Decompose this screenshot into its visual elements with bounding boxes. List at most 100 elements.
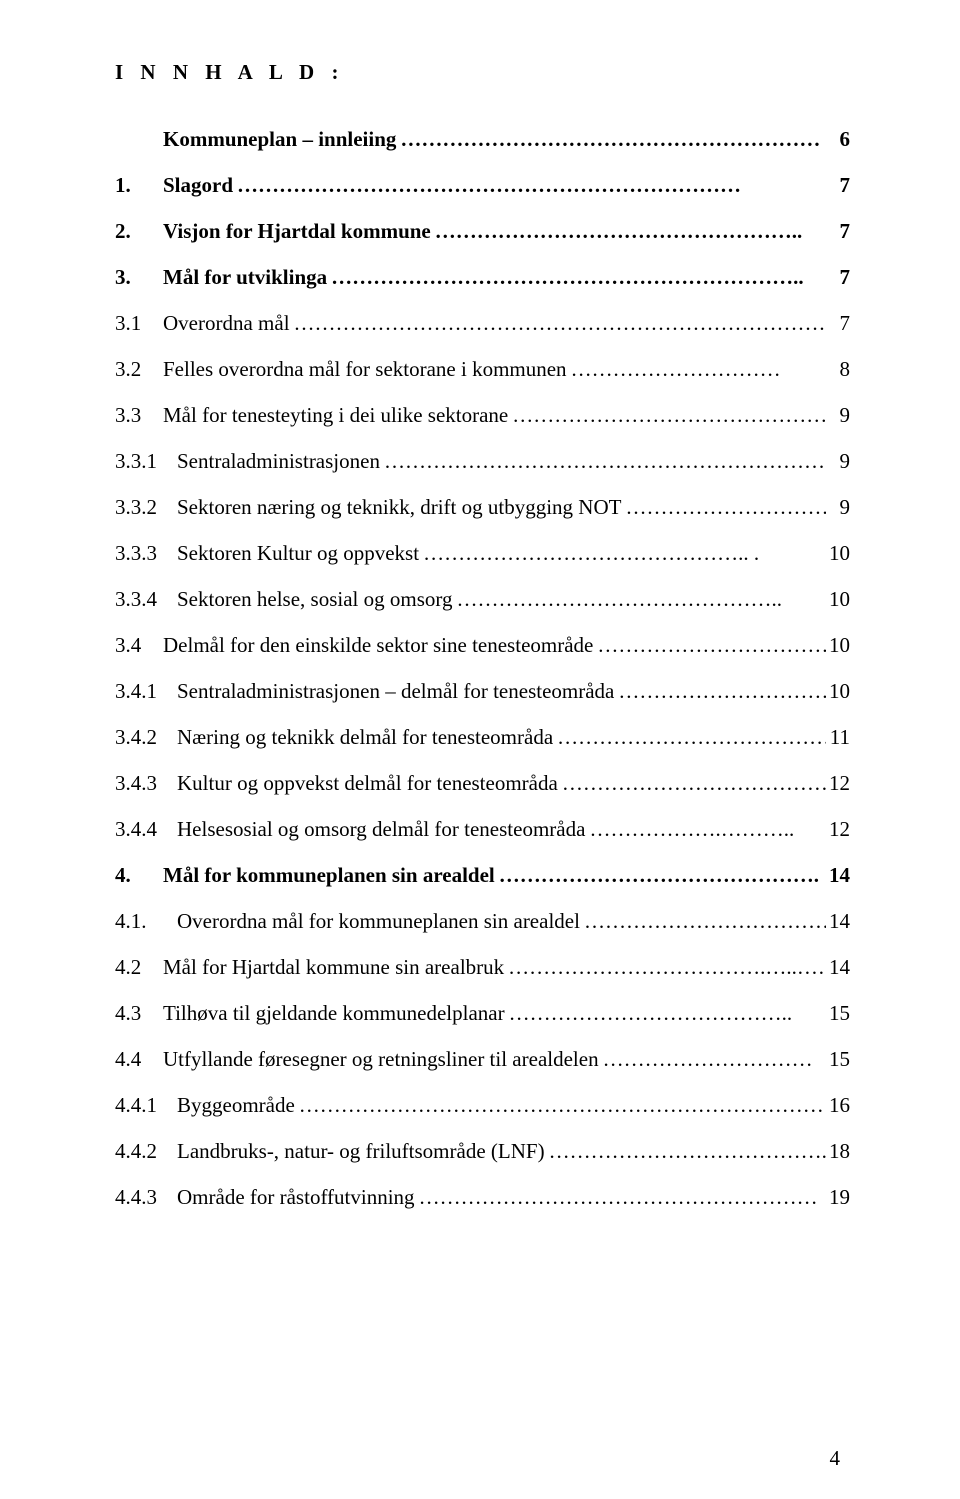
- toc-number: 4.4: [115, 1047, 163, 1072]
- toc-label: Sektoren næring og teknikk, drift og utb…: [177, 495, 621, 520]
- toc-label: Felles overordna mål for sektorane i kom…: [163, 357, 567, 382]
- toc-line: 4.4Utfyllande føresegner og retningsline…: [115, 1047, 850, 1072]
- toc-container: Kommuneplan – innleiing………………………………………………: [115, 127, 850, 1210]
- toc-label: Sentraladministrasjonen – delmål for ten…: [177, 679, 614, 704]
- toc-page: 14: [826, 863, 850, 888]
- toc-dots: …………………………………….: [558, 771, 826, 796]
- toc-number: 4.2: [115, 955, 163, 980]
- toc-line: 3.3.1Sentraladministrasjonen…………………………………: [115, 449, 850, 474]
- toc-number: 1.: [115, 173, 163, 198]
- toc-label: Helsesosial og omsorg delmål for teneste…: [177, 817, 585, 842]
- toc-number: 4.3: [115, 1001, 163, 1026]
- toc-line: 4.2Mål for Hjartdal kommune sin arealbru…: [115, 955, 850, 980]
- toc-number: 3.3.4: [115, 587, 177, 612]
- toc-number: 4.4.2: [115, 1139, 177, 1164]
- toc-line: 1.Slagord………………………………………………………………7: [115, 173, 850, 198]
- toc-dots: …………………………………………………………..: [327, 265, 826, 290]
- toc-label: Kultur og oppvekst delmål for tenesteomr…: [177, 771, 558, 796]
- toc-number: 3.3: [115, 403, 163, 428]
- page-number: 4: [830, 1446, 841, 1471]
- page-header: I N N H A L D :: [115, 60, 850, 85]
- toc-page: 7: [826, 219, 850, 244]
- toc-number: 3.4.4: [115, 817, 177, 842]
- toc-dots: …………………………………..: [505, 1001, 826, 1026]
- toc-page: 10: [826, 541, 850, 566]
- toc-number: 3.4.1: [115, 679, 177, 704]
- toc-page: 6: [826, 127, 850, 152]
- toc-number: 4.: [115, 863, 163, 888]
- toc-line: 3.3.4Sektoren helse, sosial og omsorg…………: [115, 587, 850, 612]
- toc-number: 3.4: [115, 633, 163, 658]
- toc-dots: ………………………………………..: [453, 587, 826, 612]
- toc-page: 10: [826, 679, 850, 704]
- toc-dots: ………………………………...: [580, 909, 826, 934]
- toc-number: 4.4.1: [115, 1093, 177, 1118]
- toc-line: 3.4.2Næring og teknikk delmål for tenest…: [115, 725, 850, 750]
- toc-line: 3.4.4Helsesosial og omsorg delmål for te…: [115, 817, 850, 842]
- toc-number: 4.4.3: [115, 1185, 177, 1210]
- toc-page: 15: [826, 1001, 850, 1026]
- toc-label: Område for råstoffutvinning: [177, 1185, 415, 1210]
- toc-dots: ………………………………………: [508, 403, 826, 428]
- toc-label: Delmål for den einskilde sektor sine ten…: [163, 633, 593, 658]
- toc-page: 9: [826, 495, 850, 520]
- toc-label: Sentraladministrasjonen: [177, 449, 380, 474]
- toc-dots: ……………………………………………………: [396, 127, 826, 152]
- toc-line: 3.4.1Sentraladministrasjonen – delmål fo…: [115, 679, 850, 704]
- toc-line: 3.3Mål for tenesteyting i dei ulike sekt…: [115, 403, 850, 428]
- toc-line: 3.3.3Sektoren Kultur og oppvekst………………………: [115, 541, 850, 566]
- toc-label: Utfyllande føresegner og retningsliner t…: [163, 1047, 599, 1072]
- toc-number: 3.4.3: [115, 771, 177, 796]
- toc-label: Mål for tenesteyting i dei ulike sektora…: [163, 403, 508, 428]
- toc-page: 18: [826, 1139, 850, 1164]
- toc-label: Mål for Hjartdal kommune sin arealbruk: [163, 955, 504, 980]
- toc-dots: …………………………………………………: [415, 1185, 826, 1210]
- toc-dots: …………………………………………………………………….: [290, 311, 826, 336]
- toc-number: 2.: [115, 219, 163, 244]
- toc-page: 16: [826, 1093, 850, 1118]
- toc-page: 19: [826, 1185, 850, 1210]
- toc-dots: ……………………………………….. .: [419, 541, 826, 566]
- toc-page: 9: [826, 403, 850, 428]
- toc-line: 3.Mål for utviklinga………………………………………………………: [115, 265, 850, 290]
- toc-label: Visjon for Hjartdal kommune: [163, 219, 431, 244]
- toc-dots: ………………………………….: [545, 1139, 826, 1164]
- toc-line: 4.4.1Byggeområde…………………………………………………………………: [115, 1093, 850, 1118]
- toc-page: 8: [826, 357, 850, 382]
- toc-label: Kommuneplan – innleiing: [163, 127, 396, 152]
- toc-dots: ……………….………..: [585, 817, 826, 842]
- toc-dots: ……………………………………..: [553, 725, 826, 750]
- toc-number: 4.1.: [115, 909, 177, 934]
- toc-page: 11: [826, 725, 850, 750]
- toc-line: 3.2Felles overordna mål for sektorane i …: [115, 357, 850, 382]
- toc-line: 3.4.3Kultur og oppvekst delmål for tenes…: [115, 771, 850, 796]
- toc-label: Næring og teknikk delmål for tenesteområ…: [177, 725, 553, 750]
- toc-label: Mål for utviklinga: [163, 265, 327, 290]
- toc-dots: …………………………………………………………………….: [295, 1093, 826, 1118]
- toc-number: 3.3.1: [115, 449, 177, 474]
- toc-dots: …………………………: [599, 1047, 826, 1072]
- toc-number: 3.2: [115, 357, 163, 382]
- toc-number: 3.1: [115, 311, 163, 336]
- toc-line: 4.4.2Landbruks-, natur- og friluftsområd…: [115, 1139, 850, 1164]
- toc-number: 3.4.2: [115, 725, 177, 750]
- toc-line: Kommuneplan – innleiing………………………………………………: [115, 127, 850, 152]
- toc-label: Sektoren Kultur og oppvekst: [177, 541, 419, 566]
- toc-number: 3.3.3: [115, 541, 177, 566]
- toc-line: 4.3Tilhøva til gjeldande kommunedelplana…: [115, 1001, 850, 1026]
- toc-page: 15: [826, 1047, 850, 1072]
- toc-page: 12: [826, 817, 850, 842]
- toc-line: 3.4Delmål for den einskilde sektor sine …: [115, 633, 850, 658]
- toc-dots: ………………………………………………………………: [233, 173, 826, 198]
- toc-page: 7: [826, 265, 850, 290]
- toc-page: 7: [826, 173, 850, 198]
- toc-page: 12: [826, 771, 850, 796]
- toc-label: Overordna mål: [163, 311, 290, 336]
- toc-line: 4.Mål for kommuneplanen sin arealdel……………: [115, 863, 850, 888]
- toc-dots: …………………………………………………………….: [380, 449, 826, 474]
- toc-line: 2.Visjon for Hjartdal kommune………………………………: [115, 219, 850, 244]
- toc-dots: …………………………: [621, 495, 826, 520]
- toc-dots: ……………………………….…..……: [504, 955, 826, 980]
- toc-line: 3.3.2Sektoren næring og teknikk, drift o…: [115, 495, 850, 520]
- toc-dots: …………………………: [567, 357, 826, 382]
